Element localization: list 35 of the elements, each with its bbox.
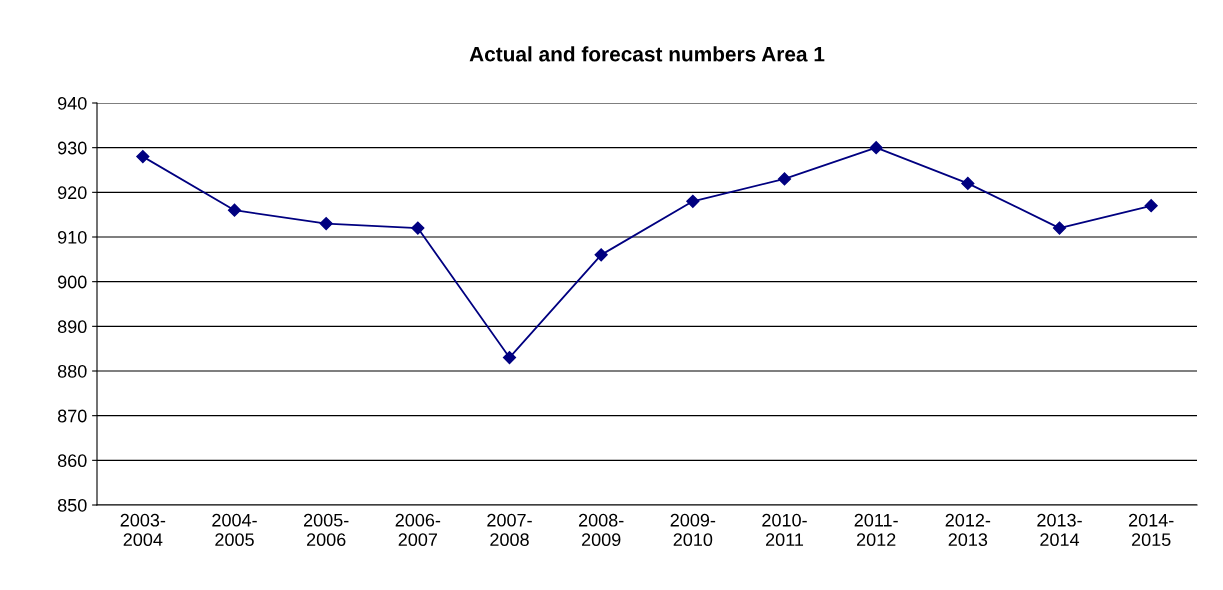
point bbox=[777, 172, 792, 186]
y-tick-label: 910 bbox=[58, 230, 87, 244]
point bbox=[227, 203, 242, 217]
point bbox=[686, 194, 700, 208]
point bbox=[136, 150, 150, 164]
point bbox=[502, 351, 517, 365]
x-tick-label: 2014- 2015 bbox=[1128, 513, 1174, 547]
x-tick-label: 2007- 2008 bbox=[487, 513, 532, 547]
x-tick-label: 2005- 2006 bbox=[303, 513, 349, 547]
point bbox=[1144, 199, 1158, 213]
x-tick-label: 2006- 2007 bbox=[395, 513, 441, 547]
point bbox=[319, 217, 333, 231]
point bbox=[961, 176, 975, 190]
x-tick-label: 2011- 2012 bbox=[854, 513, 898, 547]
x-tick-label: 2008- 2009 bbox=[578, 513, 624, 547]
y-tick-label: 920 bbox=[58, 186, 87, 200]
x-tick-label: 2009- 2010 bbox=[670, 513, 716, 547]
point bbox=[869, 141, 883, 155]
y-tick-label: 870 bbox=[57, 409, 87, 423]
point bbox=[411, 221, 425, 235]
x-tick-label: 2010- 2011 bbox=[762, 513, 807, 547]
x-tick-label: 2013- 2014 bbox=[1037, 513, 1082, 547]
x-tick-label: 2012- 2013 bbox=[945, 513, 991, 547]
x-tick-label: 2004- 2005 bbox=[212, 513, 257, 547]
y-tick-label: 880 bbox=[57, 364, 87, 378]
y-tick-label: 890 bbox=[57, 320, 87, 334]
point bbox=[1052, 221, 1067, 235]
point bbox=[594, 248, 608, 262]
y-tick-label: 930 bbox=[58, 141, 87, 155]
y-tick-label: 860 bbox=[57, 454, 87, 468]
chart-title: Actual and forecast numbers Area 1 bbox=[469, 46, 825, 62]
y-tick-label: 940 bbox=[58, 96, 87, 110]
y-tick-label: 850 bbox=[57, 498, 87, 512]
x-tick-label: 2003- 2004 bbox=[120, 513, 166, 547]
y-tick-label: 900 bbox=[58, 275, 87, 289]
